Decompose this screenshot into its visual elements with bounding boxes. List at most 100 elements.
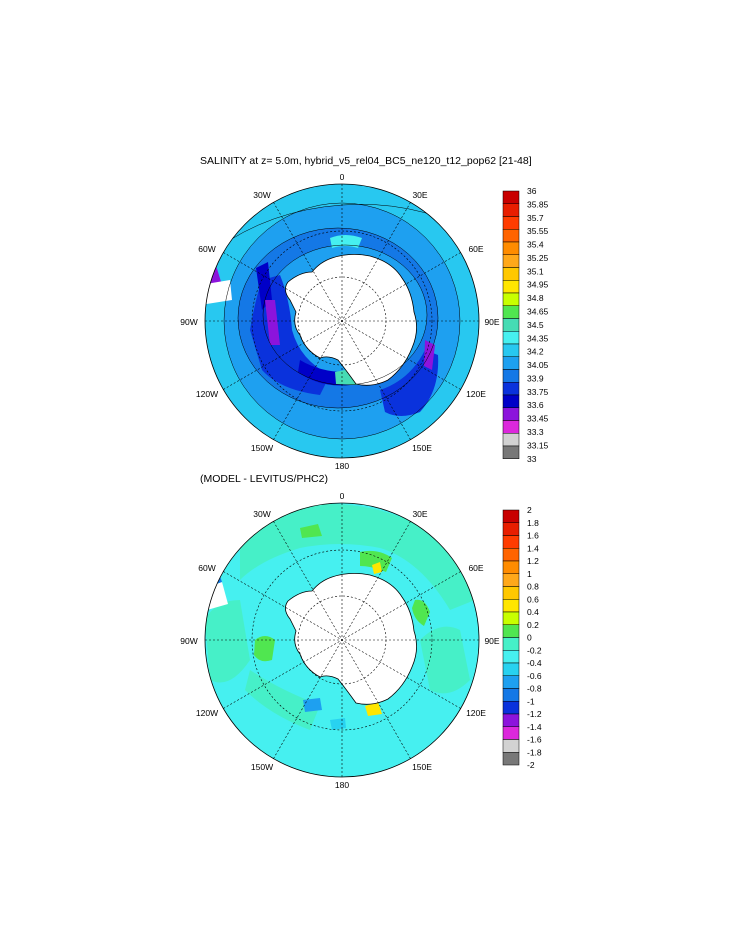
colorbar-swatch [502,305,520,319]
difference-map [204,502,480,778]
colorbar-swatch [502,241,520,255]
colorbar-swatch [502,573,520,587]
colorbar-label: 33.9 [527,373,544,383]
panel1-colorbar: 36 35.85 35.7 35.55 35.4 35.25 35.1 34.9… [502,186,549,464]
colorbar-label: 0.2 [527,620,539,630]
colorbar-swatch [502,382,520,396]
colorbar-swatch [502,394,520,408]
colorbar-label: 0.8 [527,582,539,592]
lon-label: 120E [466,708,486,718]
colorbar-label: 33.15 [527,440,549,450]
lon-label: 30W [253,190,270,200]
colorbar-swatch [502,586,520,600]
colorbar-label: 34.05 [527,360,549,370]
lon-label: 0 [340,172,345,182]
lon-label: 120E [466,389,486,399]
colorbar-label: 33 [527,454,537,464]
colorbar-label: 35.1 [527,266,544,276]
colorbar-swatch [502,407,520,421]
colorbar-swatch [502,637,520,651]
colorbar-label: 35.7 [527,213,544,223]
colorbar-swatch [502,190,520,204]
colorbar-label: 33.6 [527,400,544,410]
colorbar-swatch [502,229,520,243]
colorbar-label: 34.35 [527,333,549,343]
colorbar-label: -0.8 [527,684,542,694]
colorbar-label: 1.2 [527,556,539,566]
colorbar-label: 35.85 [527,199,549,209]
lon-label: 0 [340,491,345,501]
lon-label: 30W [253,509,270,519]
colorbar-label: -2 [527,760,535,770]
panel2-lon-labels: 0 30E 60E 90E 120E 150E 180 150W 120W 90… [180,491,500,790]
colorbar-label: 33.3 [527,427,544,437]
colorbar-label: 34.65 [527,306,549,316]
colorbar-label: -0.4 [527,658,542,668]
colorbar-swatch [502,369,520,383]
colorbar-swatch [502,420,520,434]
colorbar-swatch [502,433,520,447]
colorbar-label: 2 [527,505,532,515]
panel2-colorbar: 2 1.8 1.6 1.4 1.2 1 0.8 0.6 0.4 0.2 0 -0… [502,505,542,770]
lon-label: 60W [198,563,215,573]
lon-label: 90E [484,636,499,646]
lon-label: 60W [198,244,215,254]
colorbar-label: 34.95 [527,280,549,290]
colorbar-swatch [502,560,520,574]
lon-label: 150E [412,762,432,772]
colorbar-swatch [502,318,520,332]
lon-label: 30E [412,509,427,519]
colorbar-swatch [502,739,520,753]
colorbar-label: -1.6 [527,735,542,745]
salinity-map [204,183,480,459]
colorbar-swatch [502,292,520,306]
colorbar-label: -0.6 [527,671,542,681]
colorbar-label: 33.45 [527,414,549,424]
colorbar-label: -1 [527,696,535,706]
lon-label: 60E [468,563,483,573]
colorbar-swatch [502,343,520,357]
colorbar-swatch [502,548,520,562]
colorbar-label: 34.8 [527,293,544,303]
colorbar-label: 35.25 [527,253,549,263]
lon-label: 90W [180,317,197,327]
lon-label: 120W [196,708,218,718]
colorbar-label: 1.4 [527,543,539,553]
colorbar-label: 35.55 [527,226,549,236]
colorbar-swatch [502,713,520,727]
panel2-title: (MODEL - LEVITUS/PHC2) [200,473,328,485]
colorbar-label: -1.8 [527,747,542,757]
lon-label: 180 [335,461,349,471]
colorbar-swatch [502,522,520,536]
colorbar-swatch [502,280,520,294]
panel1-title: SALINITY at z= 5.0m, hybrid_v5_rel04_BC5… [200,155,532,167]
colorbar-swatch [502,688,520,702]
colorbar-label: 36 [527,186,537,196]
colorbar-swatch [502,267,520,281]
colorbar-swatch [502,509,520,523]
colorbar-swatch [502,752,520,766]
lon-label: 150W [251,762,273,772]
colorbar-swatch [502,662,520,676]
lon-label: 150W [251,443,273,453]
colorbar-swatch [502,356,520,370]
lon-label: 120W [196,389,218,399]
colorbar-label: 0.6 [527,594,539,604]
colorbar-swatch [502,611,520,625]
colorbar-label: 34.5 [527,320,544,330]
colorbar-swatch [502,726,520,740]
lon-label: 90W [180,636,197,646]
colorbar-swatch [502,675,520,689]
lon-label: 180 [335,780,349,790]
colorbar-swatch [502,203,520,217]
colorbar-label: 0.4 [527,607,539,617]
panel1-lon-labels: 0 30E 60E 90E 120E 150E 180 150W 120W 90… [180,172,500,471]
colorbar-label: 1.6 [527,531,539,541]
colorbar-swatch [502,535,520,549]
lon-label: 90E [484,317,499,327]
colorbar-label: 34.2 [527,347,544,357]
colorbar-swatch [502,331,520,345]
colorbar-label: -1.2 [527,709,542,719]
lon-label: 150E [412,443,432,453]
